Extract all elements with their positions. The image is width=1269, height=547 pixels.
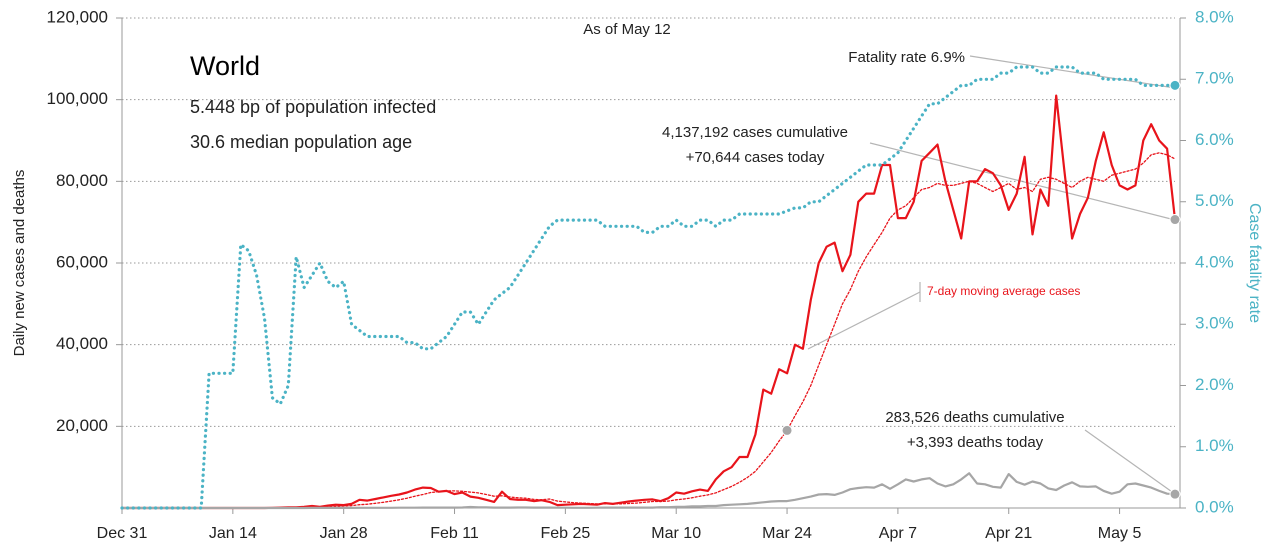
end-dot <box>1169 214 1181 226</box>
x-tick-label: Dec 31 <box>97 525 148 542</box>
y-tick-label: 100,000 <box>47 89 108 108</box>
annotation: Fatality rate 6.9% <box>848 49 965 66</box>
end-dot <box>781 424 793 436</box>
x-tick-label: Apr 21 <box>985 525 1032 542</box>
x-tick-label: Jan 28 <box>320 525 368 542</box>
annotation: 30.6 median population age <box>190 132 412 152</box>
end-dot <box>1169 79 1181 91</box>
y2-tick-label: 1.0% <box>1195 436 1234 455</box>
y2-tick-label: 0.0% <box>1195 497 1234 516</box>
x-tick-label: May 5 <box>1098 525 1142 542</box>
subtitle: As of May 12 <box>583 21 671 38</box>
end-dot <box>1169 488 1181 500</box>
annotation: 283,526 deaths cumulative <box>885 409 1064 426</box>
y2-tick-label: 3.0% <box>1195 314 1234 333</box>
annotation: 4,137,192 cases cumulative <box>662 124 848 141</box>
y-tick-label: 20,000 <box>56 416 108 435</box>
y2-tick-label: 8.0% <box>1195 7 1234 26</box>
series-line <box>120 65 1177 510</box>
title: World <box>190 51 260 81</box>
y-tick-label: 120,000 <box>47 7 108 26</box>
y-axis-label: Daily new cases and deaths <box>11 170 28 357</box>
x-tick-label: Feb 25 <box>540 525 590 542</box>
x-tick-label: Mar 24 <box>762 525 812 542</box>
y-tick-label: 80,000 <box>56 171 108 190</box>
series-line <box>120 472 1177 510</box>
series-line <box>121 152 1176 509</box>
x-tick-label: Mar 10 <box>651 525 701 542</box>
annotation: 7-day moving average cases <box>927 284 1080 298</box>
y2-axis-label: Case fatality rate <box>1246 203 1263 323</box>
annotation: +70,644 cases today <box>686 149 825 166</box>
x-tick-label: Apr 7 <box>879 525 917 542</box>
x-tick-label: Feb 11 <box>430 525 479 542</box>
y-tick-label: 40,000 <box>56 334 108 353</box>
x-tick-label: Jan 14 <box>209 525 257 542</box>
annotation: 5.448 bp of population infected <box>190 97 436 117</box>
leader-line <box>807 291 921 350</box>
y2-tick-label: 6.0% <box>1195 130 1234 149</box>
leader-lines <box>807 55 1176 495</box>
y2-tick-label: 2.0% <box>1195 375 1234 394</box>
y2-tick-label: 5.0% <box>1195 191 1234 210</box>
y2-tick-label: 4.0% <box>1195 252 1234 271</box>
leader-line <box>1084 429 1176 495</box>
y-tick-label: 60,000 <box>56 252 108 271</box>
annotation: +3,393 deaths today <box>907 434 1044 451</box>
y2-tick-label: 7.0% <box>1195 69 1234 88</box>
